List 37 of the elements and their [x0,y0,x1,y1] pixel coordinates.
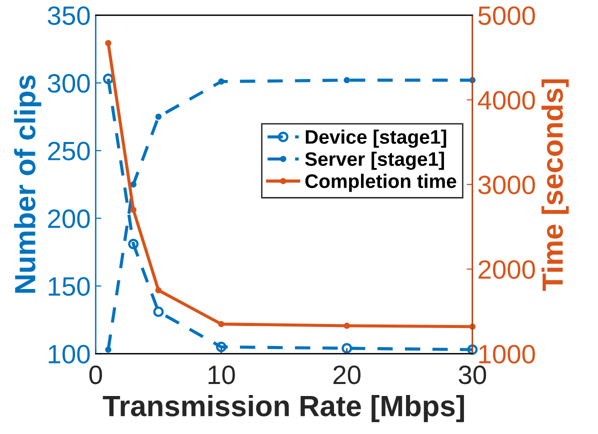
x-axis-title: Transmission Rate [Mbps] [102,394,464,422]
y-tick-label: 300 [48,74,90,93]
y-tick-label: 250 [48,142,90,160]
point [130,181,136,188]
point [218,320,224,328]
legend-label: Server [stage1] [305,152,444,170]
point [105,40,112,46]
y-tick-label: 200 [48,209,90,228]
y-axis-title: Number of clips [14,75,42,293]
y2-tick-label: 4000 [478,90,535,110]
x-tick-label: 30 [458,366,486,384]
y2-tick-label: 2000 [478,260,535,279]
x-tick-label: 20 [333,366,360,384]
point [216,342,227,352]
legend-label: Completion time [305,174,456,192]
point [155,287,162,294]
x-tick-label: 0 [89,366,102,384]
point [153,306,164,318]
point [155,114,162,120]
y2-tick-label: 1000 [479,344,535,364]
y2-axis-title: Time [seconds] [542,79,569,291]
point [344,77,350,84]
x-tick-label: 10 [208,366,235,384]
point [342,343,352,354]
y-tick-label: 100 [48,344,90,364]
point [130,206,136,213]
point [467,344,478,355]
point [218,78,224,85]
point [128,238,139,250]
legend-label: Device [stage1] [306,130,446,148]
y-tick-label: 150 [48,277,90,296]
y2-tick-label: 5000 [478,6,535,26]
point [105,346,112,353]
y2-tick-label: 3000 [478,176,535,194]
point [344,322,350,329]
point [102,74,114,84]
y-tick-label: 350 [48,6,90,26]
